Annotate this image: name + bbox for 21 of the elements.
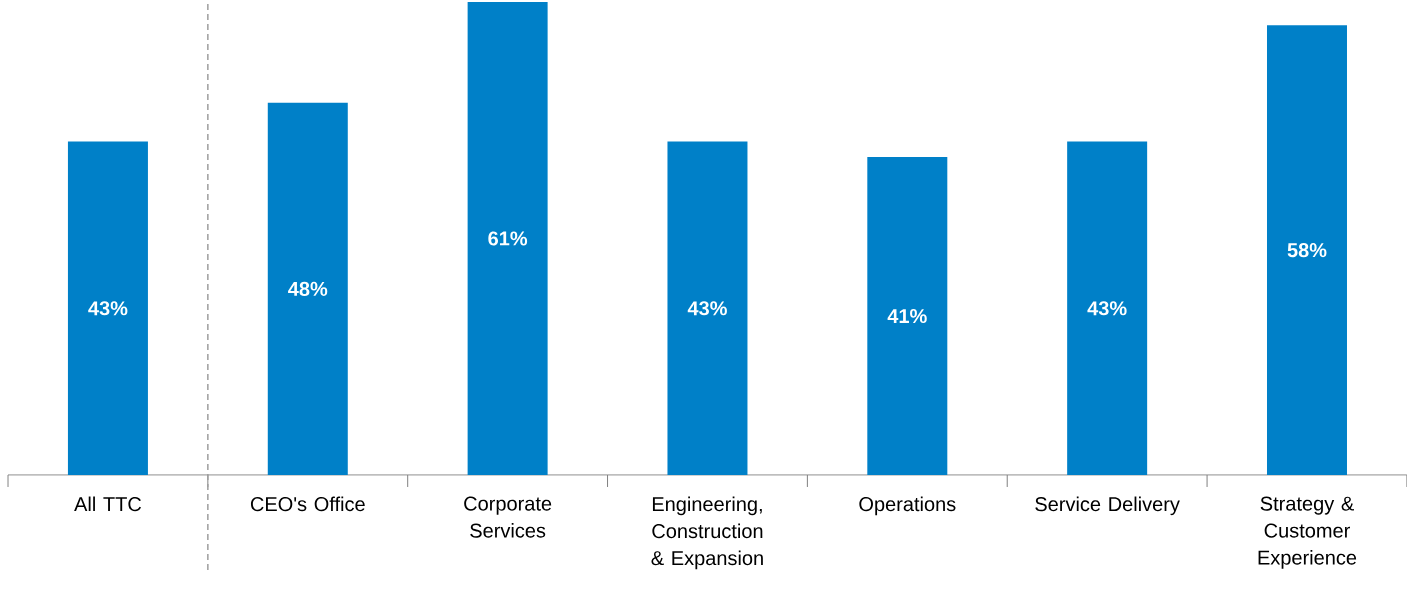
bar	[867, 157, 948, 475]
data-label: 48%	[288, 281, 328, 296]
data-label: 43%	[687, 301, 727, 316]
x-tick-label: Strategy & Customer Experience	[1258, 496, 1357, 569]
data-label: 61%	[488, 231, 528, 246]
x-tick-label: All TTC	[74, 496, 142, 512]
bar	[267, 102, 348, 475]
bar	[1067, 141, 1148, 475]
x-tick-label: Engineering, Construction & Expansion	[651, 496, 763, 570]
x-tick-label: CEO's Office	[250, 496, 365, 512]
x-tick-label: Service Delivery	[1035, 496, 1180, 516]
bar	[67, 141, 148, 475]
data-label: 58%	[1287, 243, 1327, 258]
data-label: 43%	[88, 301, 128, 316]
data-label: 41%	[887, 309, 927, 324]
x-tick-label: Operations	[859, 496, 956, 516]
bar	[1266, 25, 1347, 475]
bar	[467, 1, 548, 475]
data-label: 43%	[1087, 301, 1127, 316]
bar	[667, 141, 748, 475]
x-tick-label: Corporate Services	[464, 496, 552, 538]
